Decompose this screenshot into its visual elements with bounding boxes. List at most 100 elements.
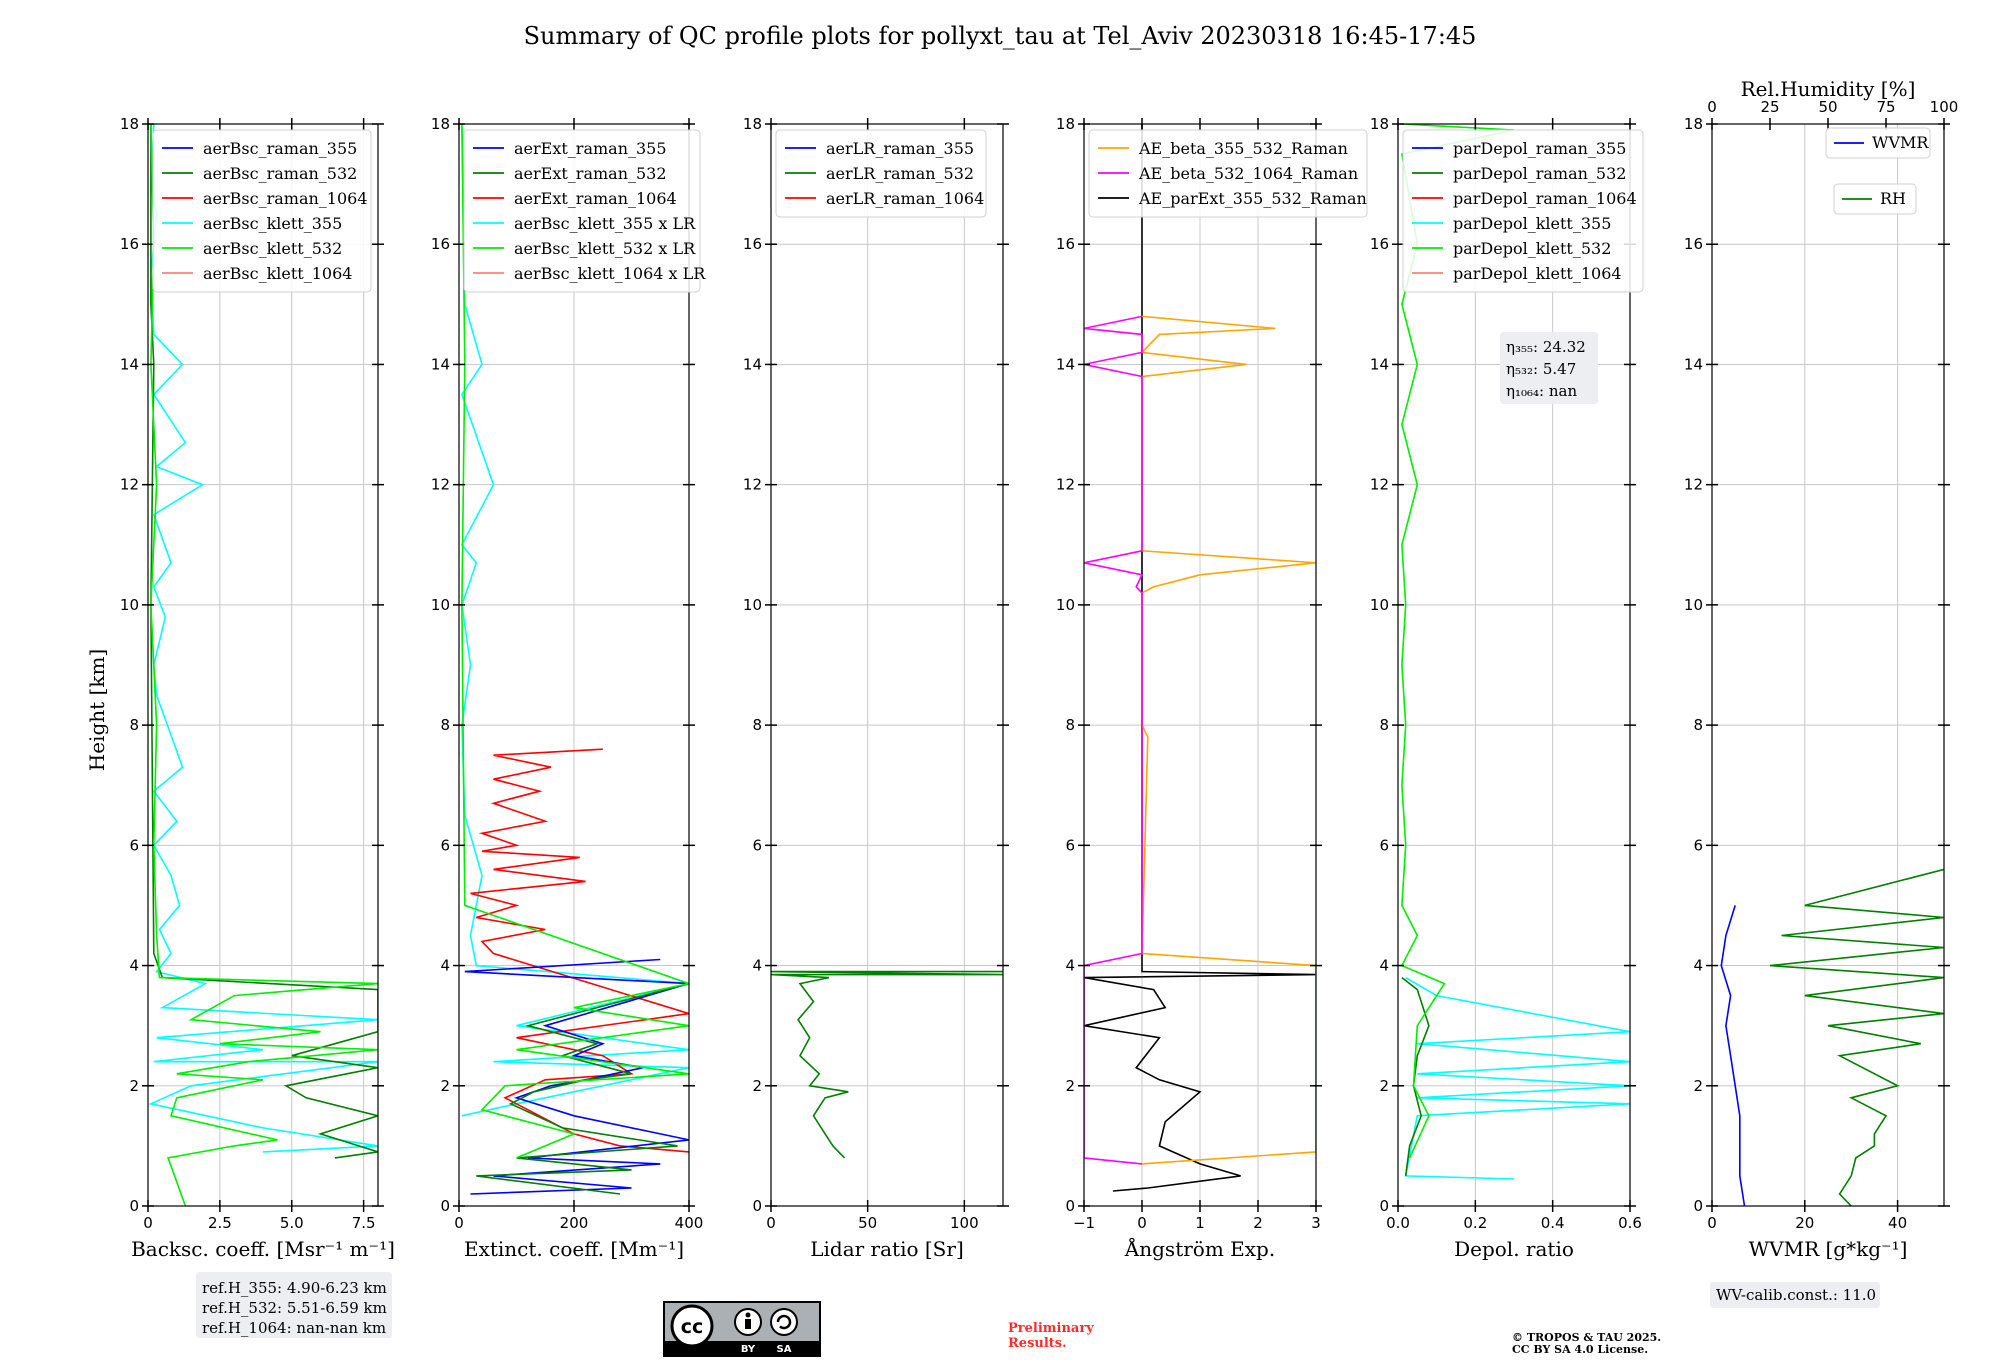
y-tick-label: 8 [752,716,762,734]
legend-label: RH [1880,189,1906,208]
y-tick-label: 2 [440,1077,450,1095]
ref-heights-box: ref.H_355: 4.90-6.23 km ref.H_532: 5.51-… [196,1272,392,1338]
y-tick-label: 4 [440,957,450,975]
y-tick-label: 6 [752,836,762,854]
y-tick-label: 10 [1056,596,1075,614]
x-tick-label: 0.6 [1618,1214,1642,1232]
y-tick-label: 2 [1379,1077,1389,1095]
by-icon-body [745,1319,751,1329]
copyright-line-1: © TROPOS & TAU 2025. [1512,1331,1661,1344]
cc-license-badge[interactable]: cc BY SA [663,1301,821,1357]
legend-label: aerExt_raman_532 [514,164,667,183]
series-aerBsc_raman_532 [150,124,378,1159]
y-tick-label: 16 [743,235,762,253]
annotation-line: η₅₃₂: 5.47 [1506,360,1576,378]
y-tick-label: 16 [1684,235,1703,253]
legend-box [1833,183,1917,215]
annotation-line: WV-calib.const.: 11.0 [1716,1286,1876,1304]
y-tick-label: 12 [120,476,139,494]
y-tick-label: 12 [743,476,762,494]
cc-icon [670,1304,714,1348]
legend-label: aerBsc_raman_355 [203,139,357,158]
y-tick-label: 2 [1065,1077,1075,1095]
x-tick-label: 0 [143,1214,153,1232]
y-tick-label: 2 [752,1077,762,1095]
legend-RH: RH [1833,183,1917,215]
legend-label: aerExt_raman_1064 [514,189,677,208]
copyright-line-2: CC BY SA 4.0 License. [1512,1343,1648,1356]
y-tick-label: 10 [1684,596,1703,614]
legend-box [152,129,372,293]
y-axis-label: Height [km] [85,649,109,771]
legend-label: aerBsc_klett_355 x LR [514,214,696,233]
legend-label: aerBsc_klett_1064 [203,264,352,283]
legend-label: aerBsc_klett_355 [203,214,342,233]
legend-label: parDepol_raman_1064 [1453,189,1637,208]
ref-height-355: ref.H_355: 4.90-6.23 km [202,1279,387,1297]
series-aerExt_raman_1064 [470,748,689,1153]
x-tick-label: 100 [950,1214,979,1232]
y-tick-label: 8 [1379,716,1389,734]
annotation-line: η₃₅₅: 24.32 [1506,338,1586,356]
x-tick-label: 0 [1137,1214,1147,1232]
eta-annotation: η₃₅₅: 24.32 η₅₃₂: 5.47 η₁₀₆₄: nan [1500,332,1598,404]
by-label: BY [741,1344,756,1355]
ref-heights-background [196,1272,392,1338]
x2-axis-label: Rel.Humidity [%] [1741,77,1916,101]
sa-icon-arrow [776,1314,792,1330]
legend: aerLR_raman_355 aerLR_raman_532 aerLR_rama… [775,129,987,218]
x-tick-label: 0 [1707,1214,1717,1232]
y-tick-label: 16 [1056,235,1075,253]
x-axis-label: Extinct. coeff. [Mm⁻¹] [464,1237,684,1261]
y-tick-label: 6 [129,836,139,854]
legend-label: parDepol_klett_532 [1453,239,1611,258]
x-axis-label: Lidar ratio [Sr] [810,1237,964,1261]
y-tick-label: 4 [1379,957,1389,975]
x-tick-label: 0.4 [1541,1214,1565,1232]
y-tick-label: 0 [440,1197,450,1215]
x-tick-label: 7.5 [352,1214,376,1232]
legend-box [1825,127,1931,159]
series-group [1720,868,1944,1206]
panel-p5: 0 2 4 6 8 10 12 14 16 18 0.0 0.2 0.4 0.6 Depol. ratio p… [1370,115,1644,1261]
x-axis-label: Ångström Exp. [1124,1236,1275,1261]
ref-height-532: ref.H_532: 5.51-6.59 km [202,1299,387,1317]
legend-label: aerExt_raman_355 [514,139,667,158]
annotation-line: η₁₀₆₄: nan [1506,382,1577,400]
x-tick-label: 0 [454,1214,464,1232]
x-axis-label: WVMR [g*kg⁻¹] [1749,1237,1908,1261]
y-tick-label: 14 [1370,355,1389,373]
x-tick-label: 0 [766,1214,776,1232]
figure-title: Summary of QC profile plots for pollyxt_… [524,22,1477,50]
x2-tick-label: 0 [1707,98,1717,116]
y-tick-label: 16 [1370,235,1389,253]
y-tick-label: 0 [1065,1197,1075,1215]
legend-box [1088,129,1368,218]
y-tick-label: 18 [1056,115,1075,133]
y-tick-label: 10 [743,596,762,614]
legend-box [775,129,987,218]
y-tick-label: 6 [440,836,450,854]
y-tick-label: 2 [1693,1077,1703,1095]
annotation-box [1710,1282,1880,1308]
y-tick-label: 2 [129,1077,139,1095]
y-tick-label: 18 [1684,115,1703,133]
y-tick-label: 4 [752,957,762,975]
legend: AE_beta_355_532_Raman AE_beta_532_1064_Ra… [1088,129,1368,218]
y-tick-label: 14 [743,355,762,373]
legend-label: parDepol_klett_1064 [1453,264,1622,283]
legend-box [1402,129,1644,293]
legend-label: AE_beta_355_532_Raman [1138,139,1348,158]
wv-calib-annotation: WV-calib.const.: 11.0 [1710,1282,1880,1308]
y-tick-label: 16 [120,235,139,253]
y-tick-label: 10 [431,596,450,614]
y-tick-label: 12 [1370,476,1389,494]
y-tick-label: 14 [1056,355,1075,373]
series-aerExt_raman_532 [476,982,689,1195]
ref-height-1064: ref.H_1064: nan-nan km [202,1319,386,1337]
panel-p1: 0 2 4 6 8 10 12 14 16 18 0 2.5 5.0 7.5 Backsc. coeff. … [120,115,395,1261]
